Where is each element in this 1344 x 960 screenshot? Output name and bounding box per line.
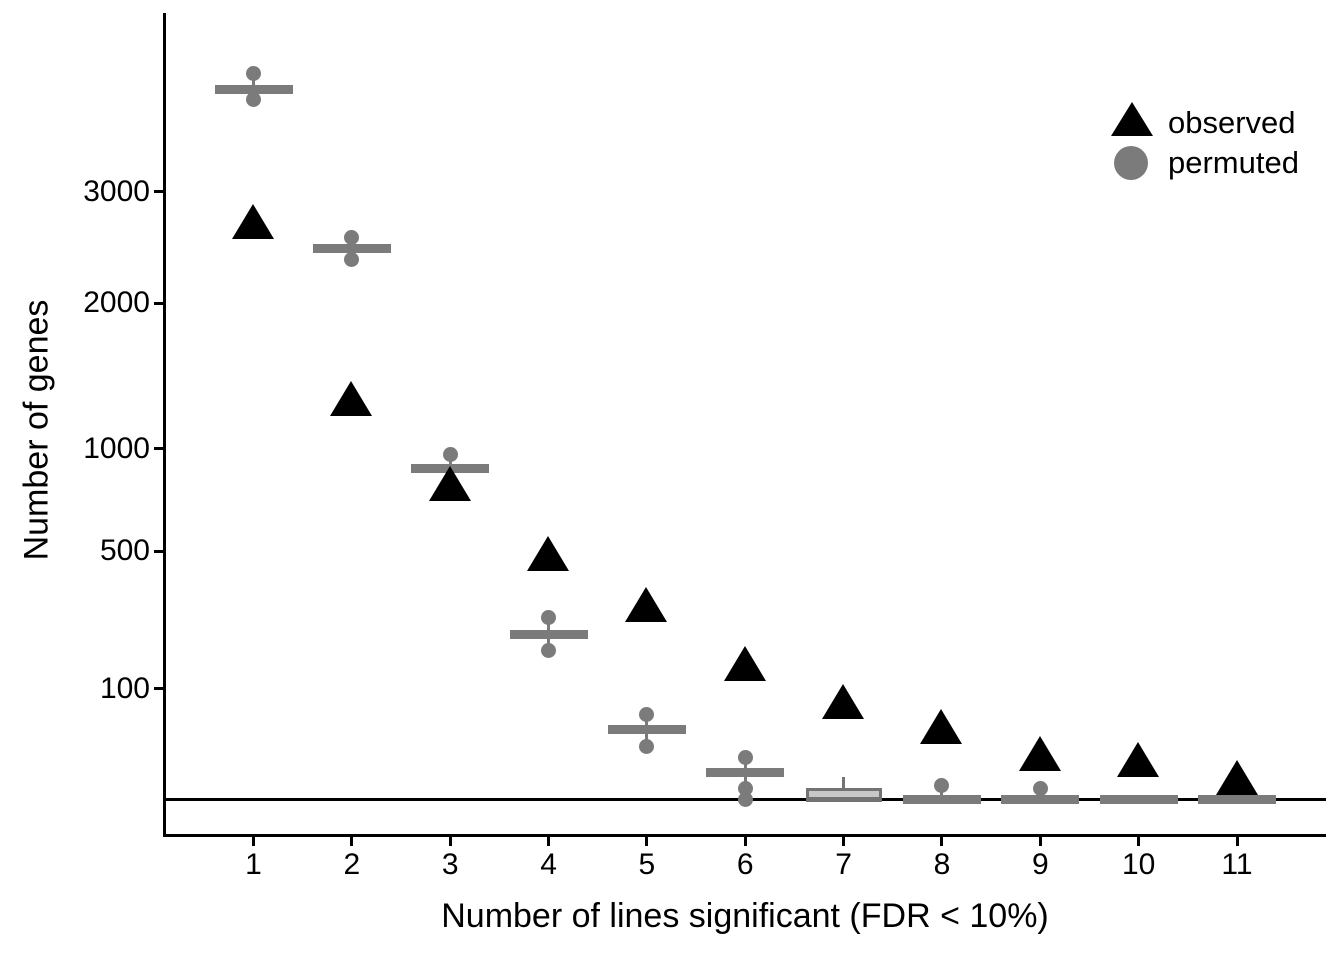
x-tick-label: 10 bbox=[1121, 848, 1156, 881]
permuted-outlier-dot bbox=[246, 66, 261, 82]
y-tick-label: 1000 bbox=[83, 431, 150, 465]
y-axis-tick bbox=[154, 190, 163, 194]
x-axis-tick bbox=[1038, 837, 1042, 846]
x-axis-tick bbox=[743, 837, 747, 846]
permuted-outlier-dot bbox=[442, 446, 458, 462]
x-tick-label: 2 bbox=[343, 848, 361, 881]
permuted-box bbox=[805, 788, 882, 803]
y-tick-label: 100 bbox=[99, 671, 150, 705]
observed-triangle bbox=[1117, 741, 1160, 777]
permuted-median-bar bbox=[312, 243, 391, 253]
x-tick-label: 7 bbox=[835, 848, 852, 881]
permuted-outlier-dot bbox=[737, 750, 753, 766]
observed-triangle bbox=[920, 709, 963, 745]
permuted-outlier-dot bbox=[1032, 780, 1048, 796]
permuted-median-bar bbox=[1198, 794, 1276, 804]
y-axis-line bbox=[163, 13, 166, 837]
x-axis-line bbox=[163, 834, 1326, 837]
observed-triangle bbox=[822, 683, 865, 719]
x-axis-tick bbox=[252, 837, 255, 846]
permuted-outlier-dot bbox=[639, 707, 655, 723]
permuted-outlier-dot bbox=[344, 252, 360, 267]
permuted-median-bar bbox=[509, 630, 588, 640]
legend-label-observed: observed bbox=[1168, 105, 1296, 140]
x-tick-label: 6 bbox=[736, 848, 754, 881]
observed-triangle bbox=[428, 466, 471, 502]
observed-triangle bbox=[232, 203, 274, 239]
permuted-outlier-dot bbox=[737, 791, 753, 807]
legend-permuted-circle-icon bbox=[1114, 146, 1148, 180]
permuted-median-bar bbox=[706, 767, 785, 777]
x-axis-tick bbox=[1235, 837, 1239, 846]
permuted-outlier-dot bbox=[246, 92, 261, 108]
observed-triangle bbox=[527, 536, 570, 572]
y-tick-label: 3000 bbox=[83, 174, 150, 208]
y-axis-tick bbox=[154, 549, 163, 553]
x-tick-label: 4 bbox=[540, 848, 557, 881]
permuted-median-bar bbox=[902, 794, 981, 804]
permuted-box-whisker bbox=[842, 777, 846, 789]
permuted-whisker bbox=[743, 757, 747, 800]
y-tick-label: 2000 bbox=[83, 286, 150, 320]
y-axis-tick bbox=[154, 447, 163, 451]
x-axis-title: Number of lines significant (FDR < 10%) bbox=[441, 897, 1049, 935]
permuted-median-bar bbox=[1001, 794, 1080, 804]
permuted-median-bar bbox=[607, 724, 686, 734]
observed-triangle bbox=[1215, 759, 1258, 795]
legend-label-permuted: permuted bbox=[1168, 145, 1299, 180]
y-axis-tick bbox=[154, 301, 163, 305]
permuted-outlier-dot bbox=[639, 738, 655, 754]
x-axis-tick bbox=[645, 837, 649, 846]
x-tick-label: 11 bbox=[1221, 848, 1253, 881]
x-tick-label: 9 bbox=[1031, 848, 1049, 881]
permuted-outlier-dot bbox=[541, 643, 557, 659]
x-tick-label: 1 bbox=[245, 848, 262, 881]
observed-triangle bbox=[330, 380, 373, 416]
x-axis-tick bbox=[842, 837, 846, 846]
y-tick-label: 500 bbox=[99, 534, 150, 568]
permuted-outlier-dot bbox=[934, 778, 950, 794]
x-tick-label: 3 bbox=[441, 848, 459, 881]
legend-observed-triangle-icon bbox=[1111, 102, 1153, 136]
observed-triangle bbox=[625, 586, 668, 622]
x-axis-tick bbox=[448, 837, 452, 846]
x-axis-tick bbox=[547, 837, 551, 846]
permuted-outlier-dot bbox=[541, 609, 557, 625]
permuted-median-bar bbox=[214, 84, 293, 94]
y-axis-title: Number of genes bbox=[17, 299, 56, 561]
y-axis-tick bbox=[154, 687, 163, 690]
x-tick-label: 8 bbox=[933, 848, 951, 881]
x-axis-tick bbox=[350, 837, 354, 846]
x-tick-label: 5 bbox=[638, 848, 656, 881]
x-axis-tick bbox=[1137, 837, 1141, 846]
observed-triangle bbox=[723, 646, 766, 682]
permuted-outlier-dot bbox=[344, 229, 360, 245]
x-axis-tick bbox=[940, 837, 944, 846]
observed-triangle bbox=[1018, 736, 1061, 772]
permuted-median-bar bbox=[1099, 794, 1178, 804]
